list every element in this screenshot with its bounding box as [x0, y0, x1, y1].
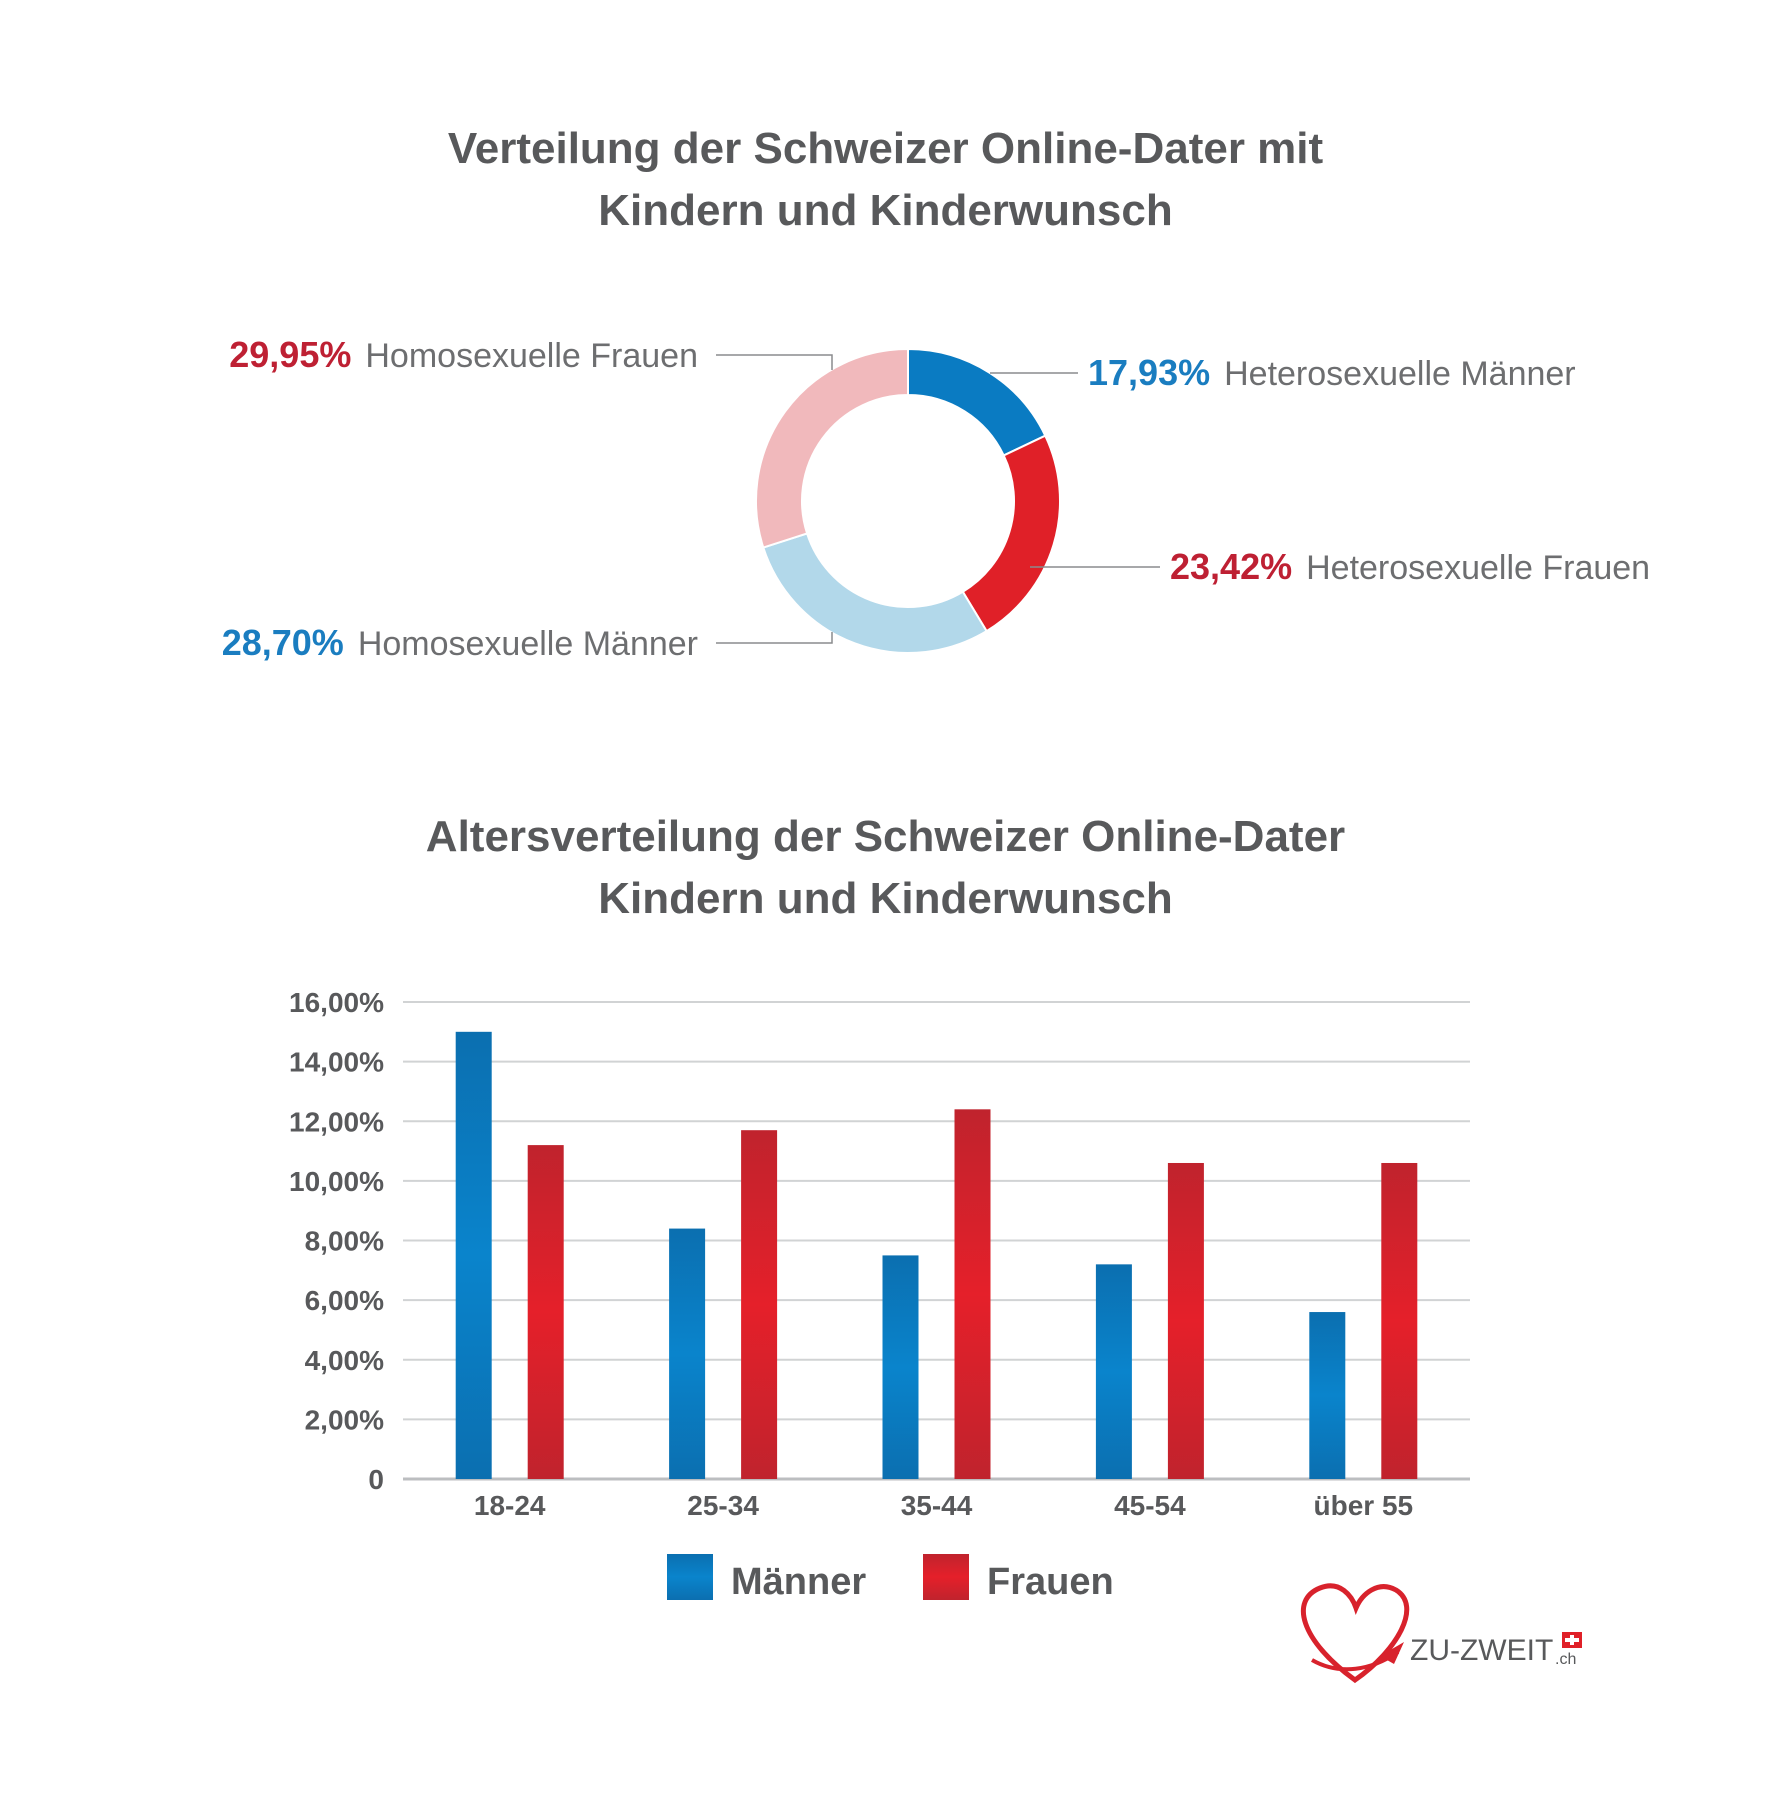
paper-plane-icon	[1380, 1642, 1404, 1664]
donut-title-line-2: Kindern und Kinderwunsch	[598, 186, 1173, 235]
y-tick-label: 2,00%	[305, 1404, 384, 1435]
logo-text: ZU-ZWEIT	[1410, 1634, 1553, 1667]
legend-swatch	[667, 1554, 713, 1600]
x-tick-label: 35-44	[901, 1490, 973, 1521]
y-tick-label: 0	[368, 1464, 384, 1495]
x-tick-label: 25-34	[687, 1490, 759, 1521]
donut-label: 28,70% Homosexuelle Männer	[222, 622, 698, 663]
logo-suffix: .ch	[1555, 1651, 1576, 1668]
donut-title-line-1: Verteilung der Schweizer Online-Dater mi…	[447, 124, 1324, 173]
donut-chart-title: Verteilung der Schweizer Online-Dater mi…	[0, 118, 1771, 242]
donut-category: Homosexuelle Frauen	[365, 337, 698, 375]
donut-value: 23,42%	[1170, 546, 1292, 587]
bar-frauen	[527, 1145, 564, 1479]
bar-chart-title: Altersverteilung der Schweizer Online-Da…	[0, 806, 1771, 930]
zu-zweit-logo: ZU-ZWEIT .ch	[1301, 1583, 1582, 1684]
y-tick-label: 16,00%	[289, 987, 384, 1018]
bar-frauen	[1381, 1162, 1418, 1479]
legend-swatch	[923, 1554, 969, 1600]
bar-frauen	[1167, 1162, 1204, 1479]
donut-leader-line	[716, 354, 833, 370]
bar-title-line-1: Altersverteilung der Schweizer Online-Da…	[425, 812, 1346, 861]
bar-maenner	[882, 1255, 919, 1479]
donut-category: Heterosexuelle Männer	[1224, 355, 1576, 393]
donut-slice	[907, 347, 1047, 457]
donut-label: 23,42% Heterosexuelle Frauen	[1170, 546, 1650, 587]
legend-label: Männer	[731, 1561, 866, 1603]
bar-title-line-2: Kindern und Kinderwunsch	[598, 874, 1173, 923]
y-tick-label: 10,00%	[289, 1166, 384, 1197]
y-tick-label: 4,00%	[305, 1345, 384, 1376]
bar-frauen	[741, 1130, 778, 1479]
swiss-flag-icon	[1562, 1632, 1582, 1648]
bar-frauen	[954, 1109, 991, 1479]
y-tick-label: 14,00%	[289, 1047, 384, 1078]
y-tick-label: 12,00%	[289, 1106, 384, 1137]
donut-chart: 17,93% Heterosexuelle Männer 23,42% Heteros…	[222, 334, 1650, 663]
donut-category: Homosexuelle Männer	[358, 625, 698, 663]
donut-slice	[961, 434, 1061, 633]
donut-slice	[762, 532, 988, 654]
donut-label: 29,95% Homosexuelle Frauen	[229, 334, 698, 375]
donut-category: Heterosexuelle Frauen	[1306, 549, 1650, 587]
bar-chart-legend: Männer Frauen	[667, 1554, 1114, 1603]
donut-value: 29,95%	[229, 334, 351, 375]
donut-label: 17,93% Heterosexuelle Männer	[1088, 352, 1576, 393]
x-tick-label: über 55	[1313, 1490, 1413, 1521]
bar-chart: 0 2,00% 4,00% 6,00% 8,00% 10,00% 12,00% 14,00% 1…	[289, 987, 1470, 1521]
donut-value: 28,70%	[222, 622, 344, 663]
heart-logo-icon	[1301, 1583, 1410, 1684]
bar-maenner	[1095, 1264, 1132, 1479]
donut-slice	[755, 347, 909, 549]
y-tick-label: 8,00%	[305, 1226, 384, 1257]
x-tick-label: 45-54	[1114, 1490, 1186, 1521]
bar-maenner	[455, 1031, 492, 1479]
bar-maenner	[669, 1228, 706, 1479]
x-tick-label: 18-24	[474, 1490, 546, 1521]
legend-label: Frauen	[987, 1561, 1114, 1603]
donut-leader-line	[716, 632, 833, 644]
bar-maenner	[1309, 1312, 1346, 1479]
donut-value: 17,93%	[1088, 352, 1210, 393]
y-tick-label: 6,00%	[305, 1285, 384, 1316]
